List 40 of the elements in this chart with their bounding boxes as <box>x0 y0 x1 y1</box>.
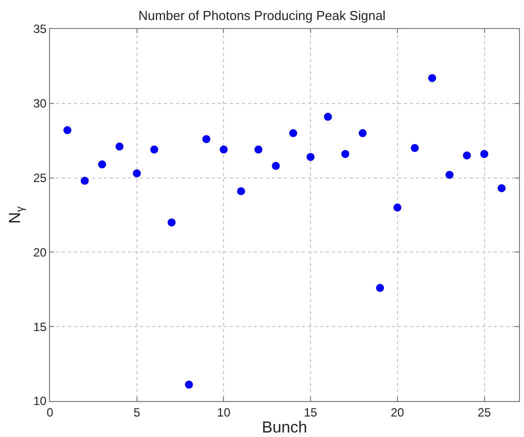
x-tick-label: 25 <box>478 405 492 420</box>
point <box>376 284 384 292</box>
point <box>272 162 280 170</box>
point <box>498 184 506 192</box>
point <box>150 146 158 154</box>
point <box>63 126 72 134</box>
point <box>254 146 262 154</box>
point <box>80 176 89 185</box>
point <box>98 160 106 168</box>
point <box>289 129 298 138</box>
x-tick-label: 20 <box>390 405 404 420</box>
point <box>446 170 454 179</box>
x-axis-title: Bunch <box>262 419 308 436</box>
point <box>184 380 193 389</box>
point <box>480 150 488 158</box>
point <box>462 151 471 160</box>
point <box>237 187 246 196</box>
y-tick-label: 20 <box>33 245 47 260</box>
point <box>428 74 436 82</box>
point <box>341 150 350 158</box>
point <box>202 135 210 144</box>
point <box>358 129 367 138</box>
point <box>132 169 141 178</box>
y-tick-label: 30 <box>33 96 47 111</box>
y-tick-label: 10 <box>33 394 47 408</box>
point <box>324 112 332 121</box>
x-tick-label: 15 <box>304 405 318 420</box>
point <box>168 218 176 226</box>
x-tick-label: 0 <box>46 405 54 420</box>
y-tick-label: 35 <box>33 22 47 36</box>
point <box>306 152 315 161</box>
y-tick-label: 25 <box>33 171 47 185</box>
y-tick-label: 15 <box>33 320 47 334</box>
point <box>393 204 402 212</box>
point <box>115 142 124 151</box>
point <box>410 144 419 152</box>
x-tick-label: 10 <box>217 405 231 420</box>
chart-title: Number of Photons Producing Peak Signal <box>138 8 386 24</box>
point <box>220 146 228 154</box>
x-tick-label: 5 <box>134 405 141 420</box>
